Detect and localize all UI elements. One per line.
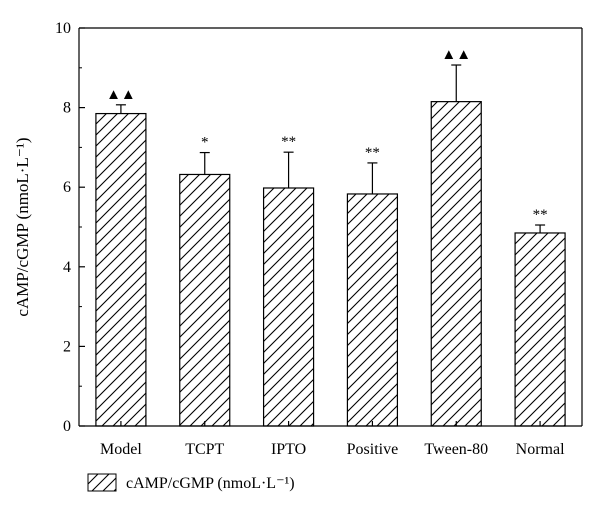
legend-label: cAMP/cGMP (nmoL·L⁻¹): [126, 475, 295, 492]
legend-swatch: [87, 473, 117, 492]
x-tick-label: IPTO: [271, 441, 306, 458]
significance-marker: **: [281, 134, 296, 150]
x-tick-labels: Model TCPT IPTO Positive Tween-80 Normal: [100, 441, 565, 458]
bars-group: [95, 101, 566, 427]
x-tick-label: TCPT: [185, 441, 224, 458]
x-tick-label: Model: [100, 441, 142, 458]
x-tick-label: Normal: [516, 441, 565, 458]
bar: [514, 232, 566, 427]
significance-markers-group: ▲▲* ****▲▲**: [106, 47, 548, 223]
bar: [430, 101, 482, 427]
y-tick-label: 4: [63, 259, 71, 276]
significance-marker: **: [533, 207, 548, 223]
significance-marker: ▲▲: [106, 87, 136, 103]
x-tick-label: Tween-80: [424, 441, 488, 458]
y-tick-label: 8: [63, 100, 71, 117]
y-tick-label: 6: [63, 179, 71, 196]
significance-marker: *: [201, 135, 209, 151]
y-tick-label: 2: [63, 338, 71, 355]
axes: [78, 27, 583, 427]
y-axis-label: cAMP/cGMP (nmoL·L⁻¹): [13, 137, 32, 316]
bar: [95, 112, 147, 427]
y-tick-label: 0: [63, 418, 71, 435]
legend: cAMP/cGMP (nmoL·L⁻¹): [87, 473, 295, 492]
x-tick-label: Positive: [347, 441, 399, 458]
bar: [262, 187, 315, 427]
y-tick-label: 10: [55, 20, 71, 37]
y-tick-labels: 0 2 4 6 8 10: [55, 20, 71, 435]
significance-marker: ▲▲: [441, 47, 471, 63]
error-bars-group: [115, 64, 546, 233]
significance-marker: **: [365, 145, 380, 161]
bar: [179, 173, 231, 427]
bar: [346, 193, 399, 427]
